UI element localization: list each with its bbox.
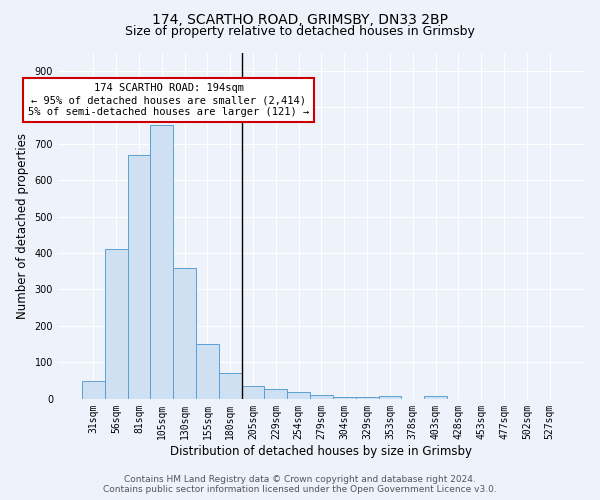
Text: Contains HM Land Registry data © Crown copyright and database right 2024.
Contai: Contains HM Land Registry data © Crown c… — [103, 474, 497, 494]
Bar — [82, 382, 105, 399]
Bar — [333, 396, 356, 399]
Bar — [287, 392, 310, 399]
Bar — [128, 154, 151, 399]
Bar — [356, 398, 379, 399]
Text: 174, SCARTHO ROAD, GRIMSBY, DN33 2BP: 174, SCARTHO ROAD, GRIMSBY, DN33 2BP — [152, 12, 448, 26]
Bar — [265, 388, 287, 399]
Bar — [310, 395, 333, 399]
Bar — [151, 126, 173, 399]
Bar — [424, 396, 447, 399]
Bar — [242, 386, 265, 399]
X-axis label: Distribution of detached houses by size in Grimsby: Distribution of detached houses by size … — [170, 444, 472, 458]
Bar — [173, 268, 196, 399]
Text: 174 SCARTHO ROAD: 194sqm
← 95% of detached houses are smaller (2,414)
5% of semi: 174 SCARTHO ROAD: 194sqm ← 95% of detach… — [28, 84, 309, 116]
Y-axis label: Number of detached properties: Number of detached properties — [16, 132, 29, 318]
Bar — [219, 374, 242, 399]
Text: Size of property relative to detached houses in Grimsby: Size of property relative to detached ho… — [125, 25, 475, 38]
Bar — [105, 250, 128, 399]
Bar — [379, 396, 401, 399]
Bar — [196, 344, 219, 399]
